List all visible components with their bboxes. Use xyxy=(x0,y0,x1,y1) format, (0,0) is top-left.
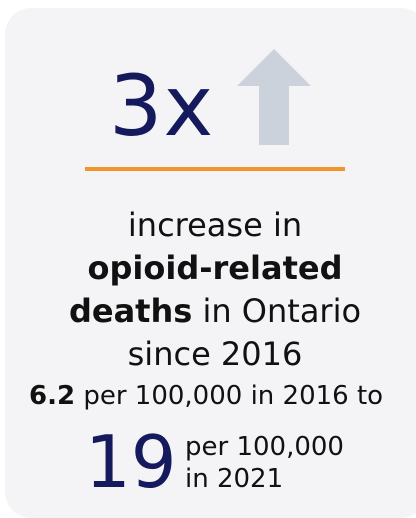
stat-2021-value: 19 xyxy=(85,420,177,504)
headline-multiplier: 3x xyxy=(109,57,215,155)
divider-rule xyxy=(85,167,345,171)
description-line-3: deaths in Ontario xyxy=(5,290,416,333)
arrow-up-icon xyxy=(237,49,311,145)
description-line-4: since 2016 xyxy=(127,335,303,373)
stat-2016: 6.2 per 100,000 in 2016 to xyxy=(29,380,383,412)
stat-2021-unit-line-2: in 2021 xyxy=(185,464,284,494)
stat-2021-unit-line-1: per 100,000 xyxy=(185,432,344,462)
stat-2016-value: 6.2 xyxy=(29,381,76,411)
description-line-1: increase in xyxy=(127,206,303,244)
stat-card: 3x increase in opioid-related deaths in … xyxy=(5,8,416,518)
description-deaths: deaths xyxy=(68,292,193,330)
description-location: in Ontario xyxy=(192,292,362,330)
description: increase in opioid-related deaths in Ont… xyxy=(5,204,416,376)
description-line-2: opioid-related xyxy=(87,249,343,287)
stat-2021-unit: per 100,000 in 2021 xyxy=(185,431,344,495)
stat-2016-text: per 100,000 in 2016 to xyxy=(75,381,384,411)
